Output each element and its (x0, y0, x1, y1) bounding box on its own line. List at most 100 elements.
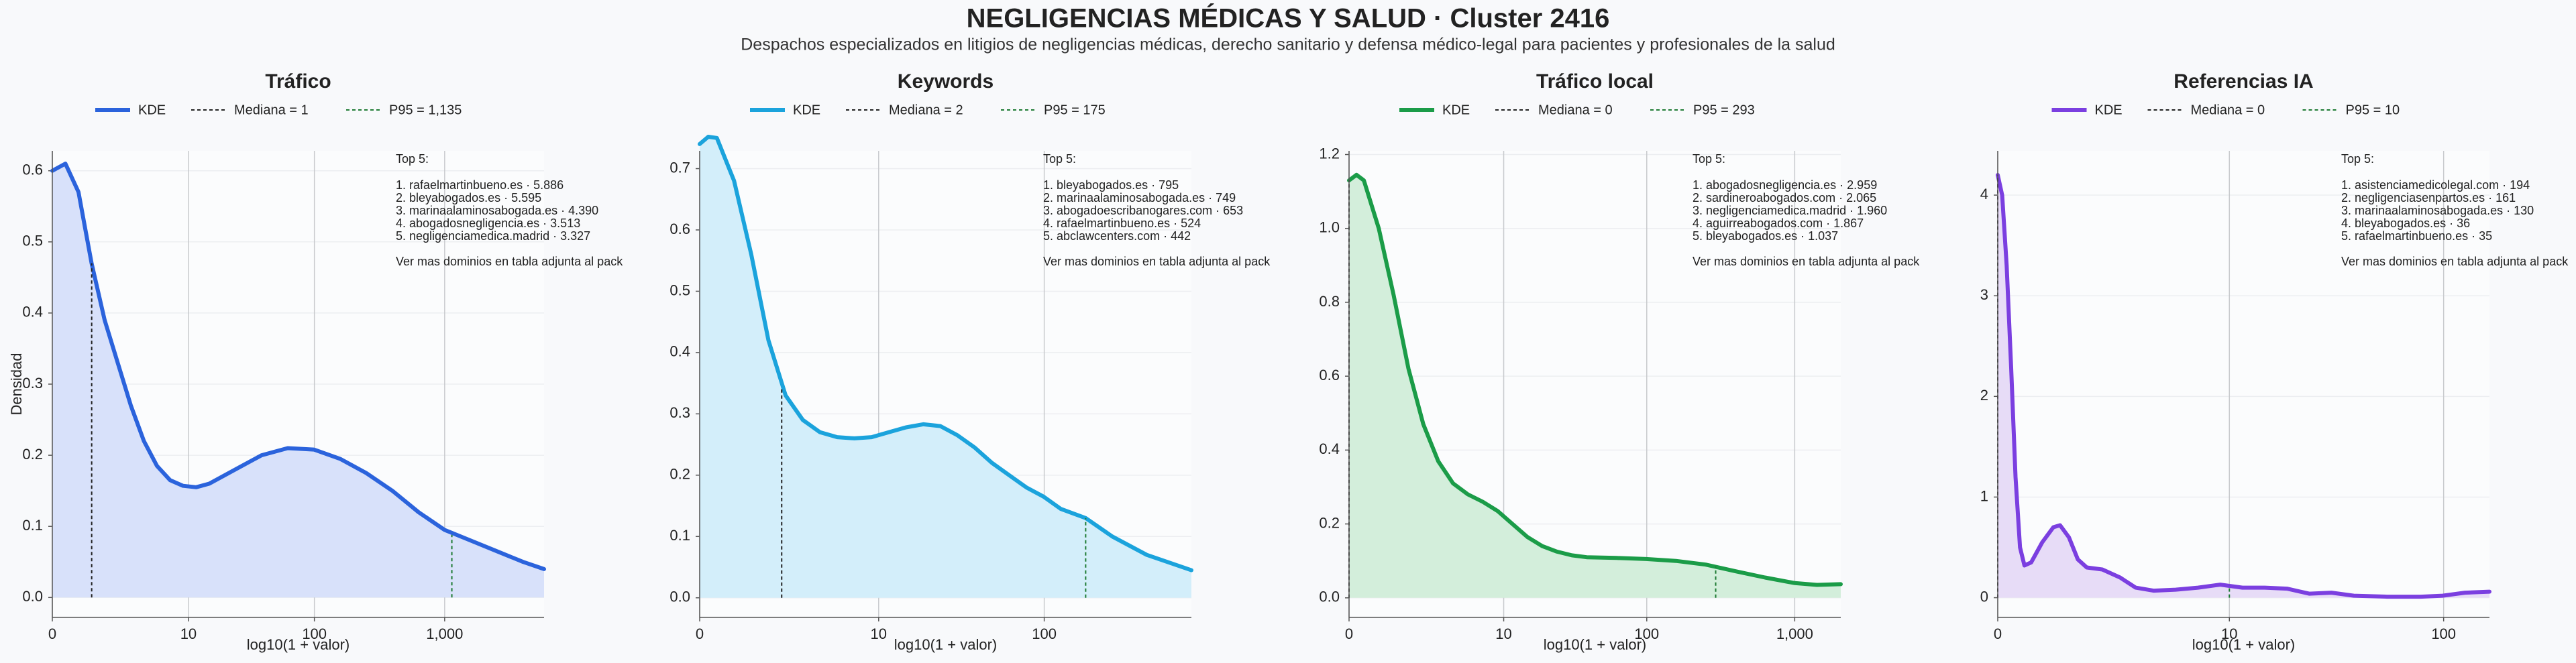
kde-line (50, 162, 546, 571)
x-tick-label: 0 (1994, 625, 2002, 642)
y-tick-label: 0.2 (22, 446, 43, 463)
y-tick-label: 0.0 (669, 589, 690, 605)
annotation-item: 2. bleyabogados.es · 5.595 (396, 191, 541, 204)
y-tick-label: 1.0 (1319, 219, 1340, 236)
figure-title: NEGLIGENCIAS MÉDICAS Y SALUD · Cluster 2… (967, 3, 1610, 34)
annotation-item: 5. bleyabogados.es · 1.037 (1693, 229, 1838, 243)
annotation-item: 2. negligenciasenpartos.es · 161 (2341, 191, 2516, 204)
x-axis-label: log10(1 + valor) (2192, 636, 2295, 653)
annotation-item: 5. negligenciamedica.madrid · 3.327 (396, 229, 590, 243)
panel-title: Keywords (898, 70, 994, 93)
x-tick-label: 10 (2221, 625, 2237, 642)
x-tick-label: 100 (302, 625, 327, 642)
kde-line (698, 135, 1193, 572)
legend-label: KDE (793, 103, 820, 117)
y-tick-label: 0.4 (669, 343, 690, 360)
annotation-item: 5. rafaelmartinbueno.es · 35 (2341, 229, 2492, 243)
x-tick-label: 100 (1032, 625, 1057, 642)
y-tick-label: 1 (1980, 487, 1988, 504)
legend-label: KDE (1442, 103, 1470, 117)
annotation-item: 1. rafaelmartinbueno.es · 5.886 (396, 178, 564, 192)
y-tick-label: 0 (1980, 588, 1988, 605)
x-tick-label: 1,000 (1776, 625, 1813, 642)
y-tick-label: 0.1 (22, 517, 43, 534)
legend-label: Mediana = 2 (889, 103, 963, 117)
annotation-heading: Top 5: (1693, 152, 1725, 166)
y-tick-label: 0.5 (22, 233, 43, 249)
y-tick-label: 0.3 (22, 375, 43, 391)
y-tick-label: 0.1 (669, 527, 690, 544)
annotation-footer: Ver mas dominios en tabla adjunta al pac… (1693, 255, 1920, 268)
y-tick-label: 3 (1980, 286, 1988, 303)
annotation-item: 4. abogadosnegligencia.es · 3.513 (396, 217, 580, 230)
annotation-item: 3. marinaalaminosabogada.es · 4.390 (396, 204, 598, 217)
kde-area (52, 164, 544, 598)
x-axis-label: log10(1 + valor) (894, 636, 997, 653)
x-tick-label: 10 (180, 625, 197, 642)
y-tick-label: 0.2 (1319, 514, 1340, 531)
legend-label: P95 = 10 (2346, 103, 2400, 117)
legend-label: Mediana = 0 (2191, 103, 2265, 117)
annotation-item: 3. abogadoescribanogares.com · 653 (1043, 204, 1243, 217)
legend-label: P95 = 293 (1693, 103, 1755, 117)
x-tick-label: 0 (696, 625, 704, 642)
annotation-item: 4. rafaelmartinbueno.es · 524 (1043, 217, 1201, 230)
y-tick-label: 2 (1980, 387, 1988, 404)
x-axis-label: log10(1 + valor) (247, 636, 350, 653)
y-tick-label: 0.6 (1319, 367, 1340, 383)
plot-area (1998, 151, 2489, 617)
annotation-item: 1. bleyabogados.es · 795 (1043, 178, 1179, 192)
annotation-heading: Top 5: (1043, 152, 1076, 166)
legend-label: P95 = 175 (1044, 103, 1106, 117)
y-tick-label: 0.4 (1319, 440, 1340, 457)
annotation-heading: Top 5: (396, 152, 429, 166)
annotation-footer: Ver mas dominios en tabla adjunta al pac… (396, 255, 623, 268)
panel-title: Tráfico (265, 70, 331, 93)
y-axis-label: Densidad (8, 353, 25, 416)
y-tick-label: 0.6 (22, 162, 43, 178)
annotation-heading: Top 5: (2341, 152, 2374, 166)
annotation-item: 4. bleyabogados.es · 36 (2341, 217, 2470, 230)
y-tick-label: 0.4 (22, 304, 43, 320)
x-axis-label: log10(1 + valor) (1544, 636, 1646, 653)
x-tick-label: 0 (48, 625, 56, 642)
annotation-item: 1. asistenciamedicolegal.com · 194 (2341, 178, 2530, 192)
y-tick-label: 4 (1980, 186, 1988, 202)
x-tick-label: 10 (871, 625, 887, 642)
kde-area (1349, 174, 1841, 598)
annotation-item: 5. abclawcenters.com · 442 (1043, 229, 1191, 243)
figure-subtitle: Despachos especializados en litigios de … (741, 36, 1835, 54)
annotation-footer: Ver mas dominios en tabla adjunta al pac… (2341, 255, 2569, 268)
legend-label: Mediana = 0 (1538, 103, 1613, 117)
annotation-footer: Ver mas dominios en tabla adjunta al pac… (1043, 255, 1271, 268)
x-tick-label: 100 (1634, 625, 1659, 642)
kde-area (700, 137, 1191, 598)
panel-title: Referencias IA (2174, 70, 2313, 93)
y-tick-label: 0.5 (669, 282, 690, 298)
x-tick-label: 1,000 (426, 625, 463, 642)
annotation-item: 2. marinaalaminosabogada.es · 749 (1043, 191, 1236, 204)
y-tick-label: 0.0 (22, 588, 43, 605)
panel-title: Tráfico local (1536, 70, 1654, 93)
kde-line (1996, 173, 2491, 599)
y-tick-label: 0.0 (1319, 589, 1340, 605)
y-tick-label: 0.3 (669, 404, 690, 421)
legend-label: Mediana = 1 (234, 103, 309, 117)
x-tick-label: 10 (1495, 625, 1511, 642)
kde-line (1347, 172, 1843, 587)
legend-label: KDE (138, 103, 166, 117)
annotation-item: 4. aguirreabogados.com · 1.867 (1693, 217, 1864, 230)
x-tick-label: 100 (2431, 625, 2456, 642)
legend-label: KDE (2095, 103, 2123, 117)
kde-area (1998, 175, 2489, 598)
y-tick-label: 0.8 (1319, 293, 1340, 310)
annotation-item: 2. sardineroabogados.com · 2.065 (1693, 191, 1876, 204)
y-tick-label: 0.2 (669, 466, 690, 483)
annotation-item: 3. negligenciamedica.madrid · 1.960 (1693, 204, 1887, 217)
y-tick-label: 0.7 (669, 159, 690, 176)
y-tick-label: 1.2 (1319, 145, 1340, 162)
x-tick-label: 0 (1345, 625, 1353, 642)
legend-label: P95 = 1,135 (389, 103, 462, 117)
